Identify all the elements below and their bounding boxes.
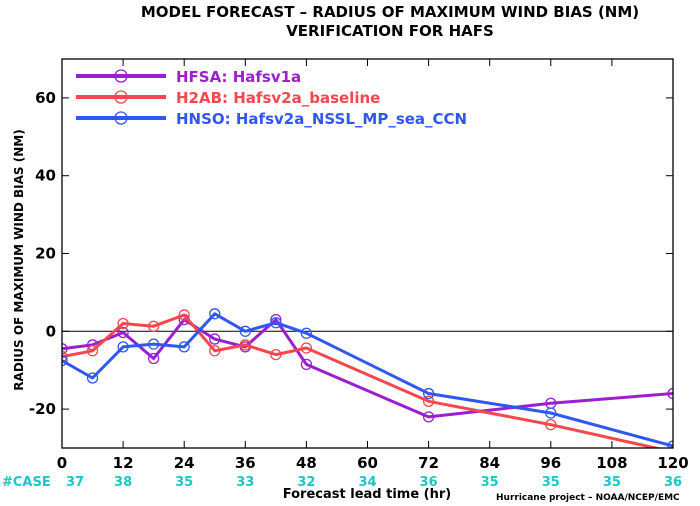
data-point bbox=[209, 333, 221, 345]
case-count: 37 bbox=[66, 475, 84, 490]
series-2 bbox=[62, 308, 673, 448]
data-point bbox=[209, 308, 221, 320]
x-tick-label: 0 bbox=[57, 454, 67, 472]
x-tick-label: 36 bbox=[235, 454, 256, 472]
x-tick-label: 108 bbox=[596, 454, 627, 472]
data-point bbox=[239, 339, 251, 351]
y-tick-label: 40 bbox=[35, 167, 56, 185]
legend-marker bbox=[114, 69, 128, 83]
case-count: 35 bbox=[603, 475, 621, 490]
x-tick-label: 84 bbox=[479, 454, 500, 472]
case-count: 35 bbox=[175, 475, 193, 490]
y-tick-label: 0 bbox=[46, 322, 56, 340]
x-tick-label: 120 bbox=[657, 454, 688, 472]
case-count: 33 bbox=[236, 475, 254, 490]
legend-label: HNSO: Hafsv2a_NSSL_MP_sea_CCN bbox=[176, 110, 467, 128]
data-point bbox=[62, 350, 68, 363]
legend-marker bbox=[114, 111, 128, 125]
chart-title: MODEL FORECAST – RADIUS OF MAXIMUM WIND … bbox=[141, 3, 639, 21]
data-point bbox=[422, 387, 435, 400]
data-point bbox=[62, 354, 68, 367]
data-point bbox=[545, 407, 557, 419]
y-tick-label: 60 bbox=[35, 89, 56, 107]
case-label: #CASE bbox=[2, 475, 51, 490]
x-tick-label: 12 bbox=[113, 454, 134, 472]
series-line-0 bbox=[62, 318, 673, 419]
data-point bbox=[62, 343, 68, 355]
legend-label: H2AB: Hafsv2a_baseline bbox=[176, 89, 380, 107]
case-count: 35 bbox=[542, 475, 560, 490]
chart-subtitle: VERIFICATION FOR HAFS bbox=[286, 22, 494, 40]
plot-area: -20 0 20 40 60 0 37 12 38 24 35 36 33 48 32 60 34 72 36 84 3… bbox=[29, 58, 689, 490]
data-point bbox=[117, 341, 129, 353]
data-point bbox=[270, 317, 282, 329]
series-line-2 bbox=[62, 312, 673, 448]
case-count: 36 bbox=[420, 475, 438, 490]
data-point bbox=[270, 313, 282, 326]
x-tick-label: 96 bbox=[540, 454, 561, 472]
data-point bbox=[667, 387, 673, 400]
legend-label: HFSA: Hafsv1a bbox=[176, 68, 301, 86]
y-axis-label: RADIUS OF MAXIMUM WIND BIAS (NM) bbox=[12, 129, 26, 390]
case-count: 38 bbox=[114, 475, 132, 490]
data-point bbox=[178, 341, 190, 353]
data-point bbox=[178, 309, 190, 321]
series-1 bbox=[62, 309, 673, 448]
data-point bbox=[86, 372, 99, 384]
credit-text: Hurricane project – NOAA/NCEP/EMC bbox=[496, 493, 680, 503]
x-tick-label: 60 bbox=[357, 454, 378, 472]
data-point bbox=[147, 320, 160, 332]
data-point bbox=[209, 345, 221, 357]
data-point bbox=[147, 338, 160, 350]
series-line-1 bbox=[62, 313, 663, 448]
case-count: 35 bbox=[481, 475, 499, 490]
y-tick-label: 20 bbox=[35, 245, 56, 263]
x-axis-label: Forecast lead time (hr) bbox=[283, 487, 451, 502]
data-point bbox=[117, 326, 129, 339]
y-tick-label: -20 bbox=[29, 400, 56, 418]
data-point bbox=[300, 358, 313, 371]
data-point bbox=[117, 317, 129, 330]
series-0 bbox=[62, 313, 673, 423]
data-point bbox=[422, 411, 435, 423]
x-tick-label: 72 bbox=[418, 454, 439, 472]
data-point bbox=[270, 348, 282, 361]
x-tick-label: 24 bbox=[174, 454, 195, 472]
case-count: 36 bbox=[664, 475, 682, 490]
data-point bbox=[422, 395, 435, 407]
data-point bbox=[147, 352, 160, 365]
data-point bbox=[545, 419, 557, 431]
data-point bbox=[300, 342, 313, 354]
data-point bbox=[300, 327, 313, 339]
case-count: 34 bbox=[358, 475, 376, 490]
data-point bbox=[86, 345, 99, 357]
data-point bbox=[239, 325, 251, 337]
data-point bbox=[667, 440, 673, 448]
x-tick-label: 48 bbox=[296, 454, 317, 472]
case-count: 32 bbox=[297, 475, 315, 490]
legend-marker bbox=[114, 90, 128, 104]
